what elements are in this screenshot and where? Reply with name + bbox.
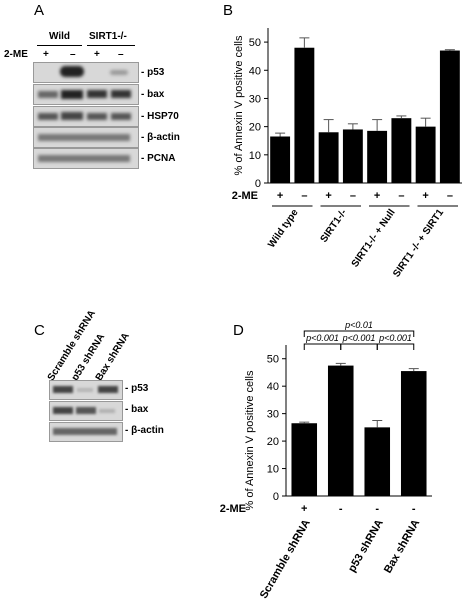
b-treatment-label: 2-ME	[232, 190, 258, 202]
d-category-label-3: Bax shRNA	[382, 517, 422, 575]
blot-strip-hsp70	[33, 106, 139, 127]
b-bar-3	[342, 129, 363, 183]
d-treatment-label: 2-ME	[220, 503, 246, 515]
blot-strip-beta-actin	[33, 127, 139, 148]
b-group-label-2: SIRT1-/- + Null	[350, 207, 398, 269]
d-ylabel: % of Annexin V positive cells	[244, 370, 256, 511]
d-sig-bracket-0	[303, 343, 342, 350]
d-bar-1	[327, 365, 354, 496]
d-sig-bracket-2	[376, 343, 415, 350]
panel-c-letter: C	[34, 322, 45, 339]
b-ytick-label-1: 10	[249, 150, 261, 162]
b-sign-0: +	[277, 190, 283, 202]
blot-label-hsp70: - HSP70	[141, 111, 179, 122]
b-sign-6: +	[422, 190, 428, 202]
d-sign-3: -	[412, 503, 416, 515]
d-bar-2	[364, 427, 391, 496]
blot-label-bax: - bax	[141, 89, 165, 100]
blot-c-strip-beta-actin	[49, 422, 123, 442]
lane-sign-4: –	[118, 49, 124, 60]
d-bar-0	[291, 423, 318, 496]
panel-c-blot: Scramble shRNA p53 shRNA Bax shRNA - p53…	[0, 300, 200, 450]
d-sig-label-1: p<0.001	[342, 333, 376, 343]
blot-label-p53: - p53	[141, 67, 165, 78]
blot-c-strip-bax	[49, 401, 123, 421]
blot-strip-p53	[33, 62, 139, 83]
b-bar-2	[318, 132, 339, 183]
b-sign-4: +	[374, 190, 380, 202]
d-sign-0: +	[301, 503, 307, 515]
lane-sign-2: –	[70, 49, 76, 60]
d-sig-label-2: p<0.001	[378, 333, 412, 343]
blot-label-beta-actin: - β-actin	[141, 132, 180, 143]
blot-c-label-bax: - bax	[125, 404, 149, 415]
b-ytick-label-0: 0	[255, 178, 261, 190]
d-ytick-label-0: 0	[273, 491, 279, 503]
b-sign-7: –	[447, 190, 453, 202]
group-underline-wild	[37, 45, 82, 46]
group-underline-sirt1	[87, 45, 135, 46]
d-category-label-2: p53 shRNA	[346, 517, 386, 574]
panel-a-treatment-label: 2-ME	[4, 49, 28, 60]
b-ylabel: % of Annexin V positive cells	[233, 35, 245, 176]
d-ytick-label-3: 30	[267, 409, 279, 421]
b-ytick-label-2: 20	[249, 122, 261, 134]
b-sign-1: –	[301, 190, 307, 202]
blot-c-label-p53: - p53	[125, 383, 149, 394]
b-group-label-3: SIRT1 -/- + SIRT1	[391, 207, 446, 279]
d-sig-label-0: p<0.001	[305, 333, 339, 343]
d-sign-1: -	[339, 503, 343, 515]
d-bar-3	[400, 371, 427, 496]
blot-strip-pcna	[33, 148, 139, 169]
b-bar-4	[367, 130, 388, 183]
d-sig-label-3: p<0.01	[344, 320, 373, 330]
d-ytick-label-5: 50	[267, 354, 279, 366]
b-sign-2: +	[325, 190, 331, 202]
d-sig-bracket-3	[303, 330, 415, 337]
b-ytick-label-4: 40	[249, 65, 261, 77]
b-sign-5: –	[398, 190, 404, 202]
b-ytick-label-5: 50	[249, 37, 261, 49]
lane-sign-3: +	[94, 49, 100, 60]
panel-a-letter: A	[34, 2, 45, 19]
d-sig-bracket-1	[340, 343, 378, 350]
group-label-wild: Wild	[49, 31, 71, 42]
b-group-label-1: SIRT1-/-	[319, 207, 350, 244]
lane-sign-1: +	[43, 49, 49, 60]
panel-b-letter: B	[223, 2, 234, 19]
blot-c-label-beta-actin: - β-actin	[125, 425, 164, 436]
blot-label-pcna: - PCNA	[141, 153, 176, 164]
group-label-sirt1: SIRT1-/-	[89, 31, 127, 42]
blot-c-strip-p53	[49, 380, 123, 400]
b-bar-5	[391, 118, 412, 183]
b-group-label-0: Wild type	[266, 207, 301, 250]
panel-a-blot: Wild SIRT1-/- 2-ME + – + – - p53 - bax -…	[0, 0, 200, 175]
b-bar-1	[294, 47, 315, 184]
panel-d-letter: D	[233, 322, 244, 339]
b-bar-7	[439, 50, 460, 183]
b-bar-6	[415, 126, 436, 183]
d-category-label-0: Scramble shRNA	[258, 517, 313, 600]
b-bar-0	[270, 136, 291, 183]
d-ytick-label-2: 20	[267, 436, 279, 448]
b-ytick-label-3: 30	[249, 93, 261, 105]
d-sign-2: -	[375, 503, 379, 515]
d-ytick-label-4: 40	[267, 381, 279, 393]
d-ytick-label-1: 10	[267, 464, 279, 476]
b-sign-3: –	[350, 190, 356, 202]
blot-strip-bax	[33, 84, 139, 105]
